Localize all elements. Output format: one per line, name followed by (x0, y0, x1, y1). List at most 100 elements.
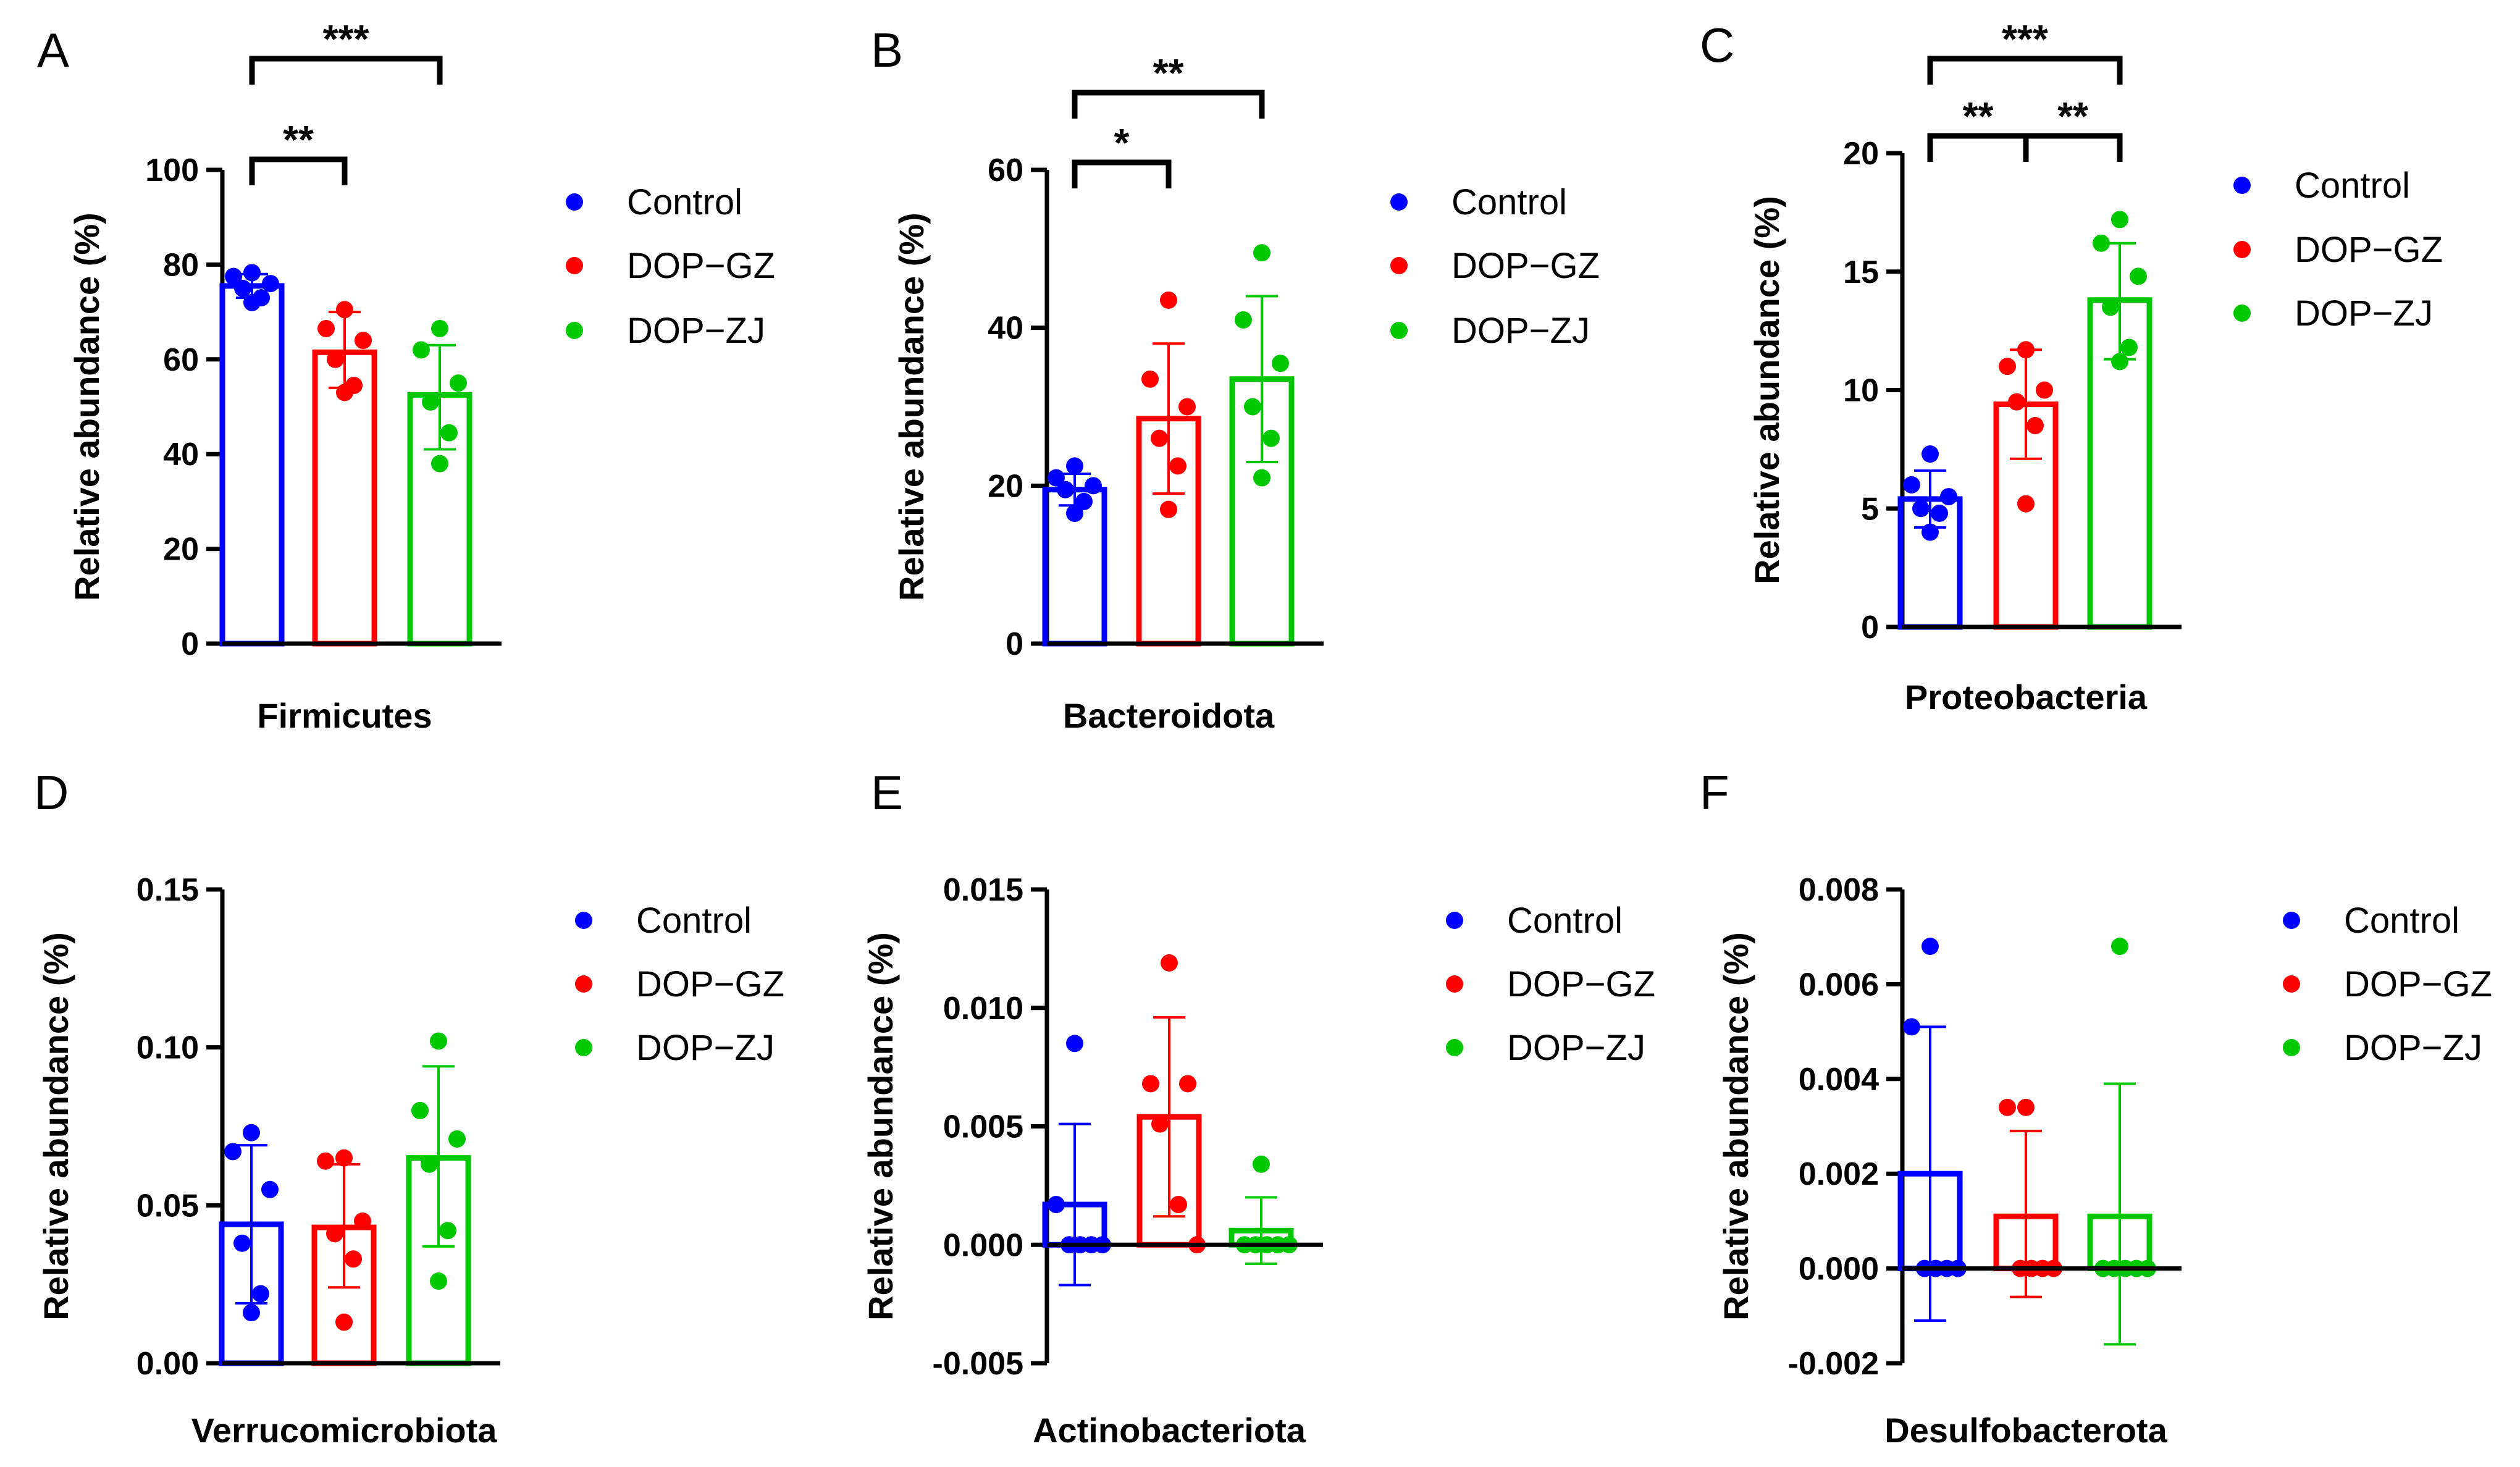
data-point-DOP-GZ (336, 301, 353, 319)
legend-label: DOP−GZ (627, 246, 775, 286)
data-point-Control (1903, 476, 1920, 494)
legend-marker-DOP-GZ (1390, 257, 1408, 274)
data-point-DOP-ZJ (2093, 234, 2110, 252)
significance-label: ** (1963, 94, 1994, 138)
legend-label: DOP−GZ (1451, 246, 1600, 286)
panel-letter: C (1700, 18, 1734, 72)
legend-label: DOP−GZ (2295, 230, 2443, 270)
data-point-Control (252, 1285, 269, 1303)
data-point-Control (1048, 1196, 1065, 1214)
data-point-Control (234, 279, 251, 297)
legend-marker-DOP-ZJ (2283, 1039, 2300, 1056)
data-point-DOP-ZJ (448, 1130, 466, 1148)
y-tick-label: 0.002 (1799, 1156, 1879, 1192)
data-point-DOP-GZ (2008, 393, 2025, 411)
data-point-DOP-GZ (355, 332, 372, 350)
y-tick-label: 0.000 (943, 1227, 1023, 1263)
legend-marker-DOP-ZJ (1390, 322, 1408, 339)
significance-bracket (249, 156, 348, 185)
legend-marker-DOP-GZ (566, 257, 583, 274)
data-point-DOP-GZ (317, 319, 335, 337)
legend-label: Control (2344, 901, 2459, 941)
y-tick-label: 0.008 (1799, 872, 1879, 908)
data-point-Control (243, 1124, 260, 1141)
data-point-DOP-GZ (1999, 1098, 2016, 1116)
legend-marker-DOP-GZ (2233, 241, 2251, 258)
legend-label: Control (1451, 182, 1567, 222)
data-point-DOP-GZ (2017, 341, 2035, 359)
bar-Control (219, 283, 285, 647)
y-tick-label: 0.004 (1799, 1062, 1879, 1098)
data-point-DOP-ZJ (440, 424, 458, 442)
y-tick-label: 100 (145, 153, 199, 188)
data-point-DOP-ZJ (421, 1155, 438, 1173)
data-point-DOP-GZ (2017, 1098, 2035, 1116)
data-point-DOP-GZ (1151, 1115, 1169, 1133)
significance-bracket (1072, 90, 1265, 119)
panel-A: A 0 20 40 60 80 100 Relative abundance (%) Firmi… (37, 17, 775, 735)
y-axis-title: Relative abundance (%) (861, 932, 900, 1321)
legend-label: DOP−ZJ (1507, 1028, 1645, 1068)
y-axis-title: Relative abundance (%) (36, 932, 75, 1321)
y-tick-label: 0 (1861, 610, 1879, 645)
data-point-Control (1066, 457, 1083, 475)
data-point-Control (1066, 1035, 1083, 1053)
significance-bracket (1927, 133, 2029, 162)
data-point-DOP-ZJ (2130, 267, 2147, 285)
legend-marker-DOP-GZ (2283, 975, 2300, 993)
data-point-DOP-ZJ (413, 341, 430, 359)
significance-label: *** (323, 17, 369, 61)
legend-marker-DOP-ZJ (2233, 305, 2251, 322)
data-point-DOP-ZJ (1244, 398, 1261, 416)
data-point-Control (1903, 1018, 1920, 1036)
data-point-Control (233, 1234, 251, 1252)
legend-label: DOP−GZ (2344, 964, 2492, 1004)
legend-marker-Control (1446, 912, 1463, 929)
significance-bracket (1072, 159, 1172, 188)
legend-label: DOP−ZJ (627, 311, 765, 351)
legend-label: DOP−ZJ (2344, 1028, 2482, 1068)
data-point-DOP-ZJ (1235, 311, 1252, 329)
data-point-DOP-ZJ (1253, 1155, 1270, 1173)
data-point-Control (1922, 445, 1939, 463)
panel-letter: A (37, 23, 69, 77)
y-tick-label: 15 (1843, 254, 1879, 290)
significance-bracket (249, 56, 443, 85)
y-axis-title: Relative abundance (%) (1747, 196, 1786, 584)
y-axis-title: Relative abundance (%) (67, 212, 106, 601)
x-axis-title: Actinobacteriota (1033, 1411, 1306, 1450)
data-point-DOP-ZJ (439, 1222, 456, 1240)
data-point-Control (1057, 481, 1074, 498)
data-point-DOP-ZJ (2111, 353, 2128, 371)
x-axis-title: Bacteroidota (1063, 696, 1275, 735)
data-point-DOP-GZ (345, 1250, 362, 1268)
x-axis-title: Firmicutes (257, 696, 432, 735)
legend-label: DOP−ZJ (2295, 293, 2433, 334)
panel-B: B 0 20 40 60 Relative abundance (%) Bacteroido… (871, 23, 1600, 735)
panel-letter: F (1700, 765, 1729, 820)
y-tick-label: 0.00 (136, 1346, 199, 1382)
panel-C: C 0 5 10 15 20 Relative abundance (%) Proteobac… (1700, 17, 2443, 717)
panel-D: D 0.00 0.05 0.10 0.15 Relative abundance (%) V… (34, 765, 784, 1450)
data-point-DOP-GZ (1142, 1075, 1159, 1093)
data-point-DOP-GZ (327, 350, 344, 368)
data-point-DOP-ZJ (431, 455, 448, 473)
y-tick-label: 0.10 (136, 1030, 199, 1066)
panel-letter: B (871, 23, 903, 77)
y-tick-label: 0.010 (943, 991, 1023, 1027)
data-point-DOP-ZJ (431, 319, 448, 337)
legend-label: Control (636, 901, 752, 941)
data-point-DOP-GZ (1179, 1075, 1196, 1093)
legend-marker-Control (566, 193, 583, 211)
data-point-DOP-ZJ (1272, 355, 1289, 372)
significance-label: ** (283, 117, 314, 162)
data-point-DOP-ZJ (2111, 938, 2128, 956)
data-point-Control (1085, 477, 1102, 495)
data-point-DOP-GZ (1151, 429, 1168, 447)
data-point-DOP-GZ (326, 1225, 343, 1243)
data-point-DOP-GZ (1178, 398, 1196, 416)
significance-bracket (1927, 56, 2123, 85)
data-point-Control (243, 1304, 260, 1322)
data-point-DOP-ZJ (1262, 429, 1280, 447)
